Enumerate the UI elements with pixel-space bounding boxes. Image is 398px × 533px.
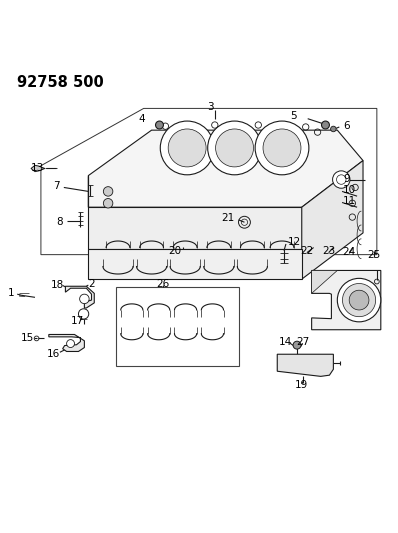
Text: 2: 2 — [88, 279, 95, 289]
Circle shape — [103, 187, 113, 196]
Text: 3: 3 — [207, 102, 214, 112]
Text: 15: 15 — [20, 333, 34, 343]
Text: 14: 14 — [279, 337, 292, 348]
Text: 26: 26 — [156, 279, 169, 289]
Circle shape — [160, 121, 214, 175]
Text: 11: 11 — [343, 196, 357, 206]
Polygon shape — [31, 165, 45, 172]
Circle shape — [293, 341, 301, 349]
Text: 13: 13 — [30, 163, 44, 173]
Text: 25: 25 — [367, 251, 380, 261]
Circle shape — [156, 121, 164, 129]
Text: 10: 10 — [343, 185, 356, 195]
Text: 8: 8 — [57, 217, 63, 227]
Text: 7: 7 — [53, 181, 60, 191]
Text: 9: 9 — [343, 174, 350, 184]
Text: 21: 21 — [221, 213, 234, 223]
Polygon shape — [302, 160, 363, 279]
Text: 20: 20 — [168, 246, 181, 256]
Polygon shape — [65, 286, 94, 308]
Text: 6: 6 — [343, 121, 350, 131]
Polygon shape — [88, 175, 302, 249]
Circle shape — [66, 340, 74, 348]
Polygon shape — [49, 335, 84, 351]
Circle shape — [255, 121, 309, 175]
Circle shape — [342, 284, 376, 317]
Text: 27: 27 — [296, 337, 309, 348]
Polygon shape — [312, 270, 381, 330]
Text: 19: 19 — [295, 380, 308, 390]
Text: 92758 500: 92758 500 — [17, 75, 104, 90]
Circle shape — [349, 290, 369, 310]
Polygon shape — [88, 249, 302, 279]
Polygon shape — [312, 270, 338, 293]
Circle shape — [322, 121, 330, 129]
Polygon shape — [88, 130, 363, 207]
Circle shape — [333, 171, 350, 188]
Text: 1: 1 — [8, 288, 15, 298]
Text: 22: 22 — [300, 246, 314, 256]
Circle shape — [216, 129, 254, 167]
Text: 4: 4 — [139, 115, 145, 125]
Circle shape — [168, 129, 206, 167]
Circle shape — [103, 198, 113, 208]
Circle shape — [78, 309, 89, 319]
Polygon shape — [277, 354, 334, 376]
Bar — [116, 287, 238, 366]
Circle shape — [80, 294, 89, 304]
Circle shape — [331, 126, 336, 132]
Text: 17: 17 — [71, 316, 84, 326]
Text: 24: 24 — [343, 247, 356, 257]
Text: 18: 18 — [51, 280, 64, 289]
Circle shape — [263, 129, 301, 167]
Text: 16: 16 — [47, 349, 60, 359]
Circle shape — [338, 278, 381, 322]
Circle shape — [208, 121, 261, 175]
Text: 12: 12 — [288, 237, 301, 247]
Text: 5: 5 — [291, 111, 297, 122]
Text: 23: 23 — [322, 246, 335, 256]
